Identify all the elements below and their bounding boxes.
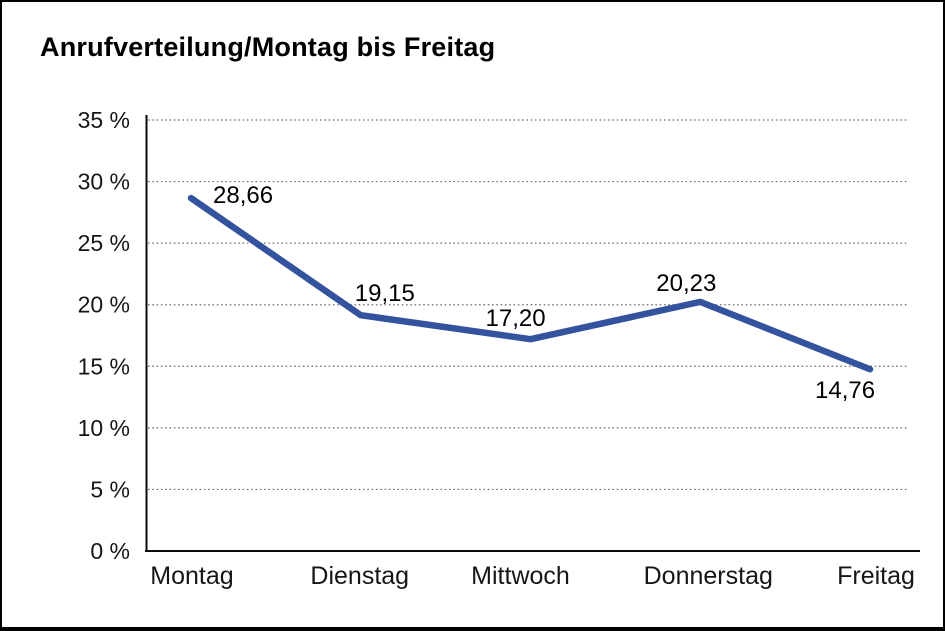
x-category-label: Dienstag [310, 562, 409, 590]
chart-title: Anrufverteilung/Montag bis Freitag [40, 32, 496, 62]
x-category-label: Mittwoch [471, 562, 570, 590]
data-point-label: 20,23 [656, 270, 716, 297]
data-point-label: 17,20 [486, 305, 546, 332]
y-tick-label: 5 % [90, 476, 130, 502]
y-tick-label: 10 % [78, 415, 130, 441]
y-tick-label: 15 % [78, 353, 130, 379]
data-point-label: 19,15 [355, 280, 415, 307]
x-category-label: Freitag [837, 562, 915, 590]
y-tick-label: 0 % [90, 538, 130, 564]
data-line [187, 194, 874, 373]
y-tick-label: 25 % [78, 230, 130, 256]
x-category-label: Montag [150, 562, 233, 590]
y-tick-label: 20 % [78, 292, 130, 318]
data-point-label: 28,66 [213, 182, 273, 209]
y-tick-label: 30 % [78, 169, 130, 195]
y-tick-label: 35 % [78, 107, 130, 133]
x-category-label: Donnerstag [644, 562, 773, 590]
data-point-label: 14,76 [815, 377, 875, 404]
